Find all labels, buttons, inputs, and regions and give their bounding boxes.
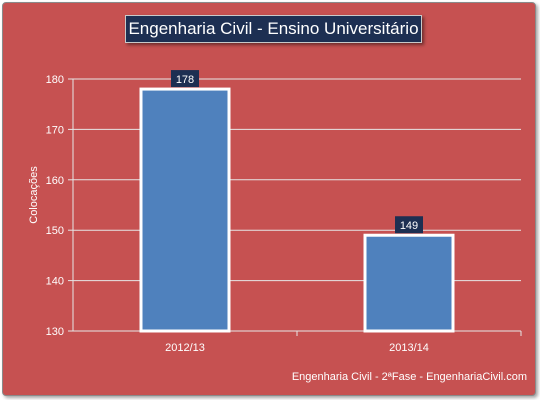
y-tick-label: 150	[46, 225, 64, 237]
y-tick-label: 140	[46, 276, 64, 288]
data-label-box	[171, 70, 199, 88]
chart-plot: 130 140 150 160 170 180 178 2012/13 149 2013/14	[46, 70, 522, 354]
data-label: 149	[400, 220, 418, 232]
y-tick-label: 160	[46, 175, 64, 187]
x-tick-label: 2013/14	[389, 342, 429, 354]
y-tick-label: 180	[46, 74, 64, 86]
footer-credit: Engenharia Civil - 2ªFase - EngenhariaCi…	[291, 371, 527, 383]
chart-frame: 130 140 150 160 170 180 178 2012/13 149 2013/14 E…	[2, 2, 536, 396]
y-axis-label: Colocações	[28, 166, 40, 224]
y-tick-label: 170	[46, 124, 64, 136]
data-label: 178	[176, 74, 194, 86]
bar	[363, 233, 455, 333]
chart-title: Engenharia Civil - Ensino Universitário	[125, 15, 422, 43]
y-tick-label: 130	[46, 326, 64, 338]
data-label-box	[395, 216, 423, 234]
bar	[139, 87, 231, 333]
x-tick-label: 2012/13	[165, 342, 205, 354]
